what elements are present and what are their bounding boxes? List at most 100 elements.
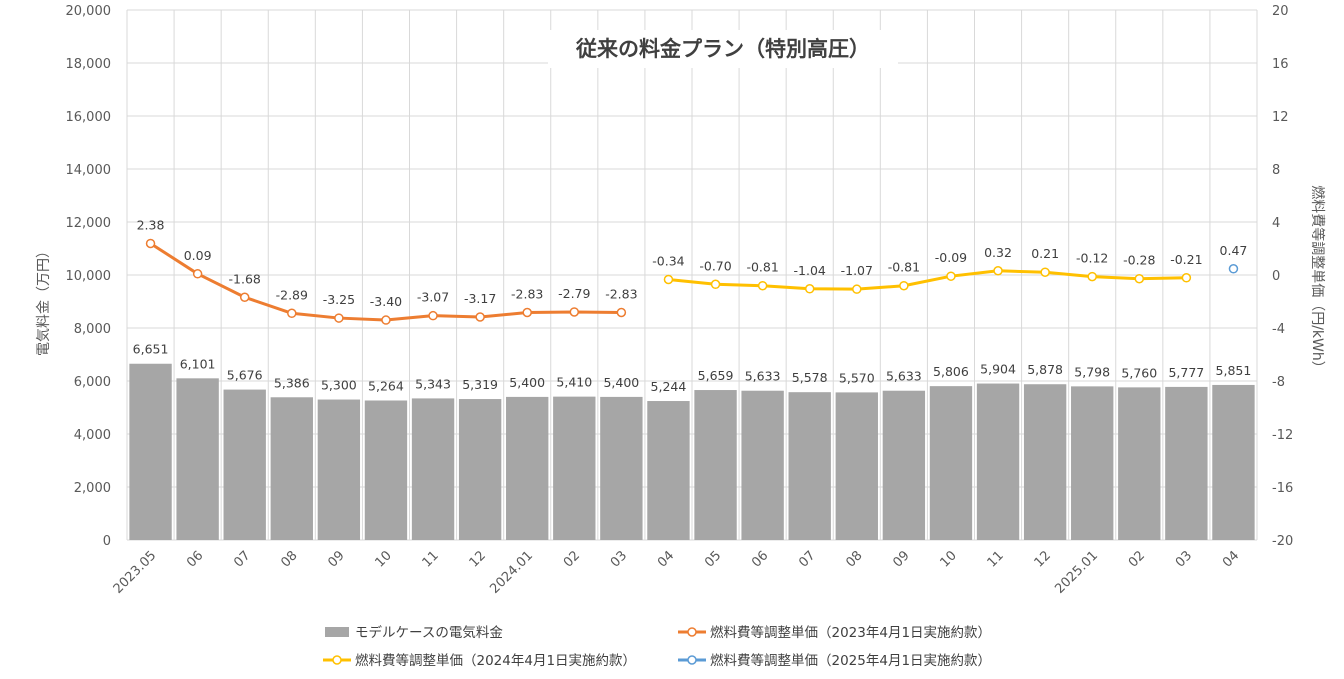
x-tick-label: 09 bbox=[325, 548, 347, 570]
bar-data-label: 5,851 bbox=[1216, 363, 1252, 378]
line-data-labels: 2.38 0.09 -1.68 -2.89 -3.25 -3.40 -3.07 -3.17 -2… bbox=[137, 217, 1248, 309]
line-data-label: -1.07 bbox=[841, 263, 873, 278]
bar-data-label: 6,101 bbox=[180, 356, 216, 371]
bar bbox=[411, 398, 455, 540]
bar-data-label: 5,264 bbox=[368, 379, 404, 394]
line-point bbox=[1040, 267, 1050, 277]
line-data-label: -0.70 bbox=[699, 258, 731, 273]
y-left-tick-label: 2,000 bbox=[74, 481, 111, 496]
line-data-label: -3.17 bbox=[464, 291, 496, 306]
x-tick-label: 06 bbox=[184, 548, 206, 570]
line-point bbox=[899, 280, 909, 291]
bar bbox=[364, 400, 408, 540]
y-right-tick-label: -16 bbox=[1272, 481, 1293, 496]
line-data-label: 0.21 bbox=[1031, 246, 1059, 261]
line-point bbox=[1134, 273, 1145, 284]
legend: モデルケースの電気料金 燃料費等調整単価（2023年4月1日実施約款） 燃料費等調整… bbox=[323, 624, 991, 669]
x-tick-label: 08 bbox=[278, 548, 300, 570]
bar bbox=[741, 390, 784, 540]
legend-item: 燃料費等調整単価（2025年4月1日実施約款） bbox=[678, 652, 991, 669]
line-data-label: -1.04 bbox=[794, 263, 826, 278]
bar bbox=[1165, 386, 1208, 540]
bar bbox=[1023, 384, 1067, 540]
bar bbox=[223, 389, 266, 540]
bar bbox=[882, 390, 926, 540]
bar-data-label: 5,570 bbox=[839, 370, 875, 385]
line-point bbox=[145, 238, 156, 249]
y-left-tick-label: 20,000 bbox=[66, 4, 112, 19]
y-left-tick-label: 8,000 bbox=[74, 322, 111, 337]
line-data-label: -0.09 bbox=[935, 250, 967, 265]
bar-data-label: 5,878 bbox=[1027, 362, 1063, 377]
bar bbox=[317, 399, 361, 540]
bar bbox=[788, 392, 831, 540]
x-tick-label: 12 bbox=[467, 548, 489, 570]
x-tick-label: 07 bbox=[796, 548, 818, 570]
x-tick-label: 11 bbox=[420, 548, 442, 570]
bar bbox=[1212, 384, 1255, 540]
bar-data-label: 5,400 bbox=[603, 375, 639, 390]
bar bbox=[835, 392, 878, 540]
y-right-axis-title: 燃料費等調整単価（円/kWh） bbox=[1309, 185, 1326, 375]
line-series bbox=[145, 238, 1239, 325]
line-point bbox=[804, 284, 815, 294]
line-data-label: -0.12 bbox=[1076, 251, 1108, 266]
y-left-tick-label: 0 bbox=[103, 534, 111, 549]
bar-data-label: 5,343 bbox=[415, 376, 451, 391]
chart-title-background bbox=[548, 30, 898, 68]
bar-data-label: 5,806 bbox=[933, 364, 969, 379]
bar bbox=[553, 396, 596, 540]
legend-item: 燃料費等調整単価（2024年4月1日実施約款） bbox=[323, 652, 636, 669]
line-point bbox=[334, 313, 344, 323]
bar-data-label: 5,319 bbox=[462, 377, 498, 392]
legend-marker bbox=[687, 627, 697, 637]
x-tick-label: 2025.01 bbox=[1052, 548, 1101, 597]
bar-data-label: 5,633 bbox=[745, 369, 781, 384]
line-data-label: 0.32 bbox=[984, 245, 1012, 260]
bar-data-label: 5,777 bbox=[1168, 365, 1204, 380]
gridlines bbox=[126, 9, 1258, 541]
x-tick-label: 12 bbox=[1032, 548, 1054, 570]
line-data-label: -2.83 bbox=[605, 286, 637, 301]
x-tick-label: 03 bbox=[608, 548, 630, 570]
x-tick-label: 04 bbox=[1220, 548, 1242, 570]
line-point bbox=[428, 310, 438, 321]
y-right-tick-label: -8 bbox=[1272, 375, 1285, 390]
y-right-tick-label: -12 bbox=[1272, 428, 1293, 443]
legend-label: 燃料費等調整単価（2025年4月1日実施約款） bbox=[710, 652, 991, 669]
bar-data-label: 5,300 bbox=[321, 378, 357, 393]
x-tick-label: 2024.01 bbox=[487, 548, 536, 597]
y-right-tick-label: 4 bbox=[1272, 216, 1280, 231]
x-tick-label: 2023.05 bbox=[111, 548, 160, 597]
line-point bbox=[852, 284, 862, 294]
line-data-label: -0.81 bbox=[746, 260, 778, 275]
x-tick-label: 07 bbox=[231, 548, 253, 570]
y-left-tick-label: 6,000 bbox=[74, 375, 111, 390]
x-tick-label: 02 bbox=[1126, 548, 1148, 570]
y-right-tick-label: 20 bbox=[1272, 4, 1289, 19]
bar bbox=[129, 363, 172, 540]
line-point bbox=[1087, 271, 1097, 282]
bar-data-label: 5,410 bbox=[556, 375, 592, 390]
line-point bbox=[757, 280, 768, 291]
line-point bbox=[1228, 264, 1239, 274]
line-point bbox=[192, 269, 203, 279]
bar-data-label: 5,798 bbox=[1074, 364, 1110, 379]
bar bbox=[694, 390, 737, 540]
line-data-label: -0.81 bbox=[888, 260, 920, 275]
line-point bbox=[946, 271, 956, 281]
y-right-tick-label: 16 bbox=[1272, 57, 1289, 72]
y-left-tick-label: 14,000 bbox=[66, 163, 112, 178]
x-tick-label: 08 bbox=[843, 548, 865, 570]
bar-data-label: 5,244 bbox=[651, 379, 687, 394]
x-tick-label: 05 bbox=[702, 548, 724, 570]
bar-data-label: 6,651 bbox=[133, 342, 169, 357]
line-data-label: -2.79 bbox=[558, 286, 590, 301]
line-point bbox=[993, 266, 1003, 276]
line-point bbox=[710, 279, 721, 290]
series-line bbox=[668, 269, 1187, 291]
line-point bbox=[1181, 273, 1192, 283]
legend-label: 燃料費等調整単価（2023年4月1日実施約款） bbox=[710, 624, 991, 641]
line-point bbox=[287, 308, 297, 319]
